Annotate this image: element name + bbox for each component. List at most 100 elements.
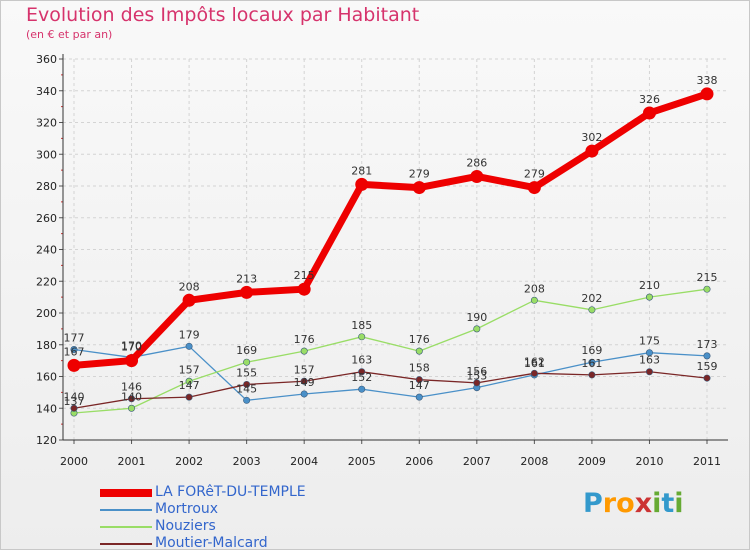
data-point (243, 380, 251, 388)
y-tick-label: 240 (36, 244, 57, 257)
legend-label: Mortroux (155, 501, 219, 517)
data-point (645, 368, 653, 376)
data-point (645, 349, 653, 357)
data-label: 140 (64, 390, 85, 403)
data-label: 176 (409, 333, 430, 346)
data-label: 169 (236, 344, 257, 357)
data-point (415, 376, 423, 384)
y-tick-label: 180 (36, 339, 57, 352)
data-label: 176 (294, 333, 315, 346)
data-point (700, 87, 714, 101)
data-label: 338 (697, 74, 718, 87)
data-point (297, 282, 311, 296)
legend-swatch (100, 526, 152, 528)
data-label: 155 (236, 366, 257, 379)
data-label: 213 (236, 272, 257, 285)
data-label: 158 (409, 362, 430, 375)
data-point (358, 368, 366, 376)
data-point (358, 333, 366, 341)
y-tick-label: 120 (36, 434, 57, 447)
x-tick-label: 2004 (290, 455, 318, 468)
data-label: 161 (581, 357, 602, 370)
data-label: 149 (294, 376, 315, 389)
data-label: 281 (351, 164, 372, 177)
data-label: 169 (581, 344, 602, 357)
data-label: 286 (466, 156, 487, 169)
data-label: 137 (64, 395, 85, 408)
y-tick-label: 340 (36, 85, 57, 98)
data-label: 163 (351, 354, 372, 367)
data-label: 145 (236, 382, 257, 395)
data-point (703, 374, 711, 382)
data-label: 147 (409, 379, 430, 392)
data-label: 159 (697, 360, 718, 373)
data-point (243, 358, 251, 366)
data-label: 162 (524, 355, 545, 368)
logo-letter: i (674, 488, 684, 519)
x-tick-label: 2000 (60, 455, 88, 468)
data-point (125, 354, 139, 368)
chart-subtitle: (en € et par an) (26, 28, 113, 41)
data-label: 208 (179, 280, 200, 293)
data-point (240, 285, 254, 299)
x-tick-label: 2007 (463, 455, 491, 468)
y-tick-label: 300 (36, 148, 57, 161)
y-tick-label: 140 (36, 402, 57, 415)
data-point (70, 346, 78, 354)
data-label: 208 (524, 282, 545, 295)
logo-letter: o (616, 488, 635, 519)
logo-letter: r (602, 488, 617, 519)
y-tick-label: 360 (36, 53, 57, 66)
data-point (703, 285, 711, 293)
data-point (473, 325, 481, 333)
data-label: 202 (581, 292, 602, 305)
data-point (128, 395, 136, 403)
data-point (415, 393, 423, 401)
y-tick-label: 160 (36, 371, 57, 384)
data-label: 163 (639, 354, 660, 367)
data-point (300, 347, 308, 355)
data-label: 161 (524, 357, 545, 370)
x-tick-label: 2008 (520, 455, 548, 468)
data-label: 167 (64, 345, 85, 358)
data-point (588, 358, 596, 366)
data-label: 302 (581, 131, 602, 144)
series-line (73, 288, 708, 414)
data-point (530, 296, 538, 304)
data-point (67, 358, 81, 372)
logo-letter: x (634, 488, 653, 519)
data-point (128, 404, 136, 412)
data-label: 146 (121, 381, 142, 394)
data-point (358, 385, 366, 393)
data-label: 177 (64, 332, 85, 345)
data-point (642, 106, 656, 120)
data-label: 152 (351, 371, 372, 384)
data-label: 179 (179, 328, 200, 341)
x-tick-label: 2005 (348, 455, 376, 468)
x-tick-label: 2011 (693, 455, 721, 468)
data-label: 140 (121, 390, 142, 403)
y-tick-label: 320 (36, 117, 57, 130)
data-point (355, 177, 369, 191)
data-point (185, 342, 193, 350)
x-tick-label: 2006 (405, 455, 433, 468)
series-line (73, 371, 708, 409)
data-point (527, 181, 541, 195)
data-point (415, 347, 423, 355)
logo-letter: P (583, 488, 603, 519)
data-point (645, 293, 653, 301)
data-point (703, 352, 711, 360)
data-label: 279 (524, 168, 545, 181)
logo-letter: t (661, 488, 675, 519)
data-point (300, 390, 308, 398)
x-tick-label: 2001 (118, 455, 146, 468)
data-label: 326 (639, 93, 660, 106)
data-label: 153 (466, 370, 487, 383)
legend-swatch (100, 543, 152, 545)
proxiti-logo: Proxiti (583, 488, 684, 519)
data-label: 279 (409, 168, 430, 181)
data-point (588, 306, 596, 314)
data-label: 190 (466, 311, 487, 324)
data-point (185, 393, 193, 401)
